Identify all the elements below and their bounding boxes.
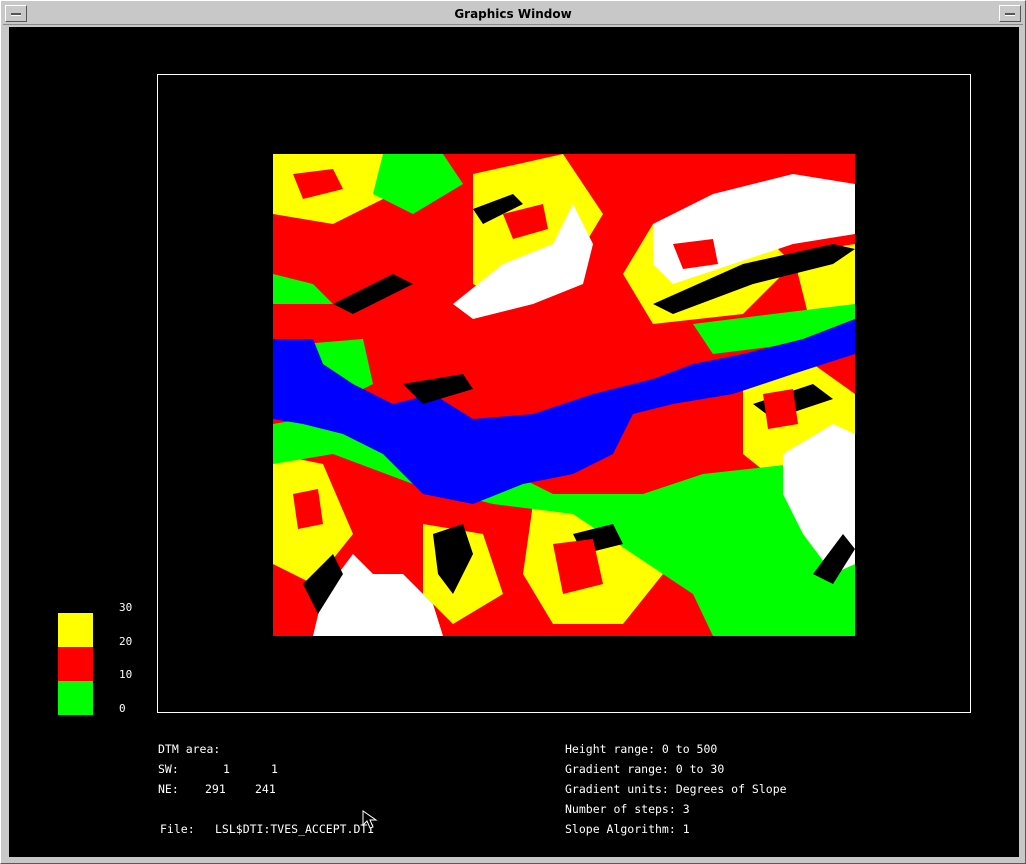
minimize-button[interactable] [999,5,1021,22]
cliff-area [433,524,473,594]
graphics-canvas[interactable]: 30 20 10 0 DTM area: SW: 1 1 NE: 291 241… [9,27,1019,857]
gradient-range: Gradient range: 0 to 30 [565,762,725,776]
legend-label-30: 30 [119,601,133,614]
sw-y-value: 1 [271,762,278,776]
gradient-units: Gradient units: Degrees of Slope [565,782,787,796]
sw-x-value: 1 [223,762,230,776]
window-title: Graphics Window [454,7,572,21]
legend-swatch-flat [58,681,93,715]
flat-area [693,304,855,354]
file-value: LSL$DTI:TVES_ACCEPT.DTI [215,822,375,836]
cliff-area [653,244,855,314]
file-label: File: [160,822,195,836]
dtm-area-label: DTM area: [158,742,221,756]
flat-area [373,154,463,214]
minus-icon [11,13,21,16]
legend-label-0: 0 [119,702,126,715]
ne-y-value: 241 [255,782,276,796]
sw-label: SW: [158,762,179,776]
snow-area [453,204,593,319]
number-of-steps: Number of steps: 3 [565,802,690,816]
cliff-area [333,274,413,314]
slope-map[interactable] [273,154,855,636]
ne-x-value: 291 [205,782,226,796]
slope-algorithm: Slope Algorithm: 1 [565,822,690,836]
mouse-pointer-icon [362,810,378,829]
cliff-area [303,554,343,614]
cliff-area [473,194,523,224]
title-bar[interactable]: Graphics Window [3,3,1023,25]
flat-area [273,274,333,304]
lake [273,319,855,504]
legend-label-20: 20 [119,635,133,648]
cliff-area [813,534,855,584]
minimize-icon [1005,13,1015,16]
legend-swatch-moderate [58,647,93,681]
snow-area [313,554,443,636]
cliff-area [403,374,473,404]
legend-label-10: 10 [119,668,133,681]
ne-label: NE: [158,782,179,796]
window-menu-button[interactable] [5,5,27,22]
legend-swatch-steep [58,613,93,647]
snow-area [783,424,855,574]
map-frame [157,74,971,713]
height-range: Height range: 0 to 500 [565,742,718,756]
